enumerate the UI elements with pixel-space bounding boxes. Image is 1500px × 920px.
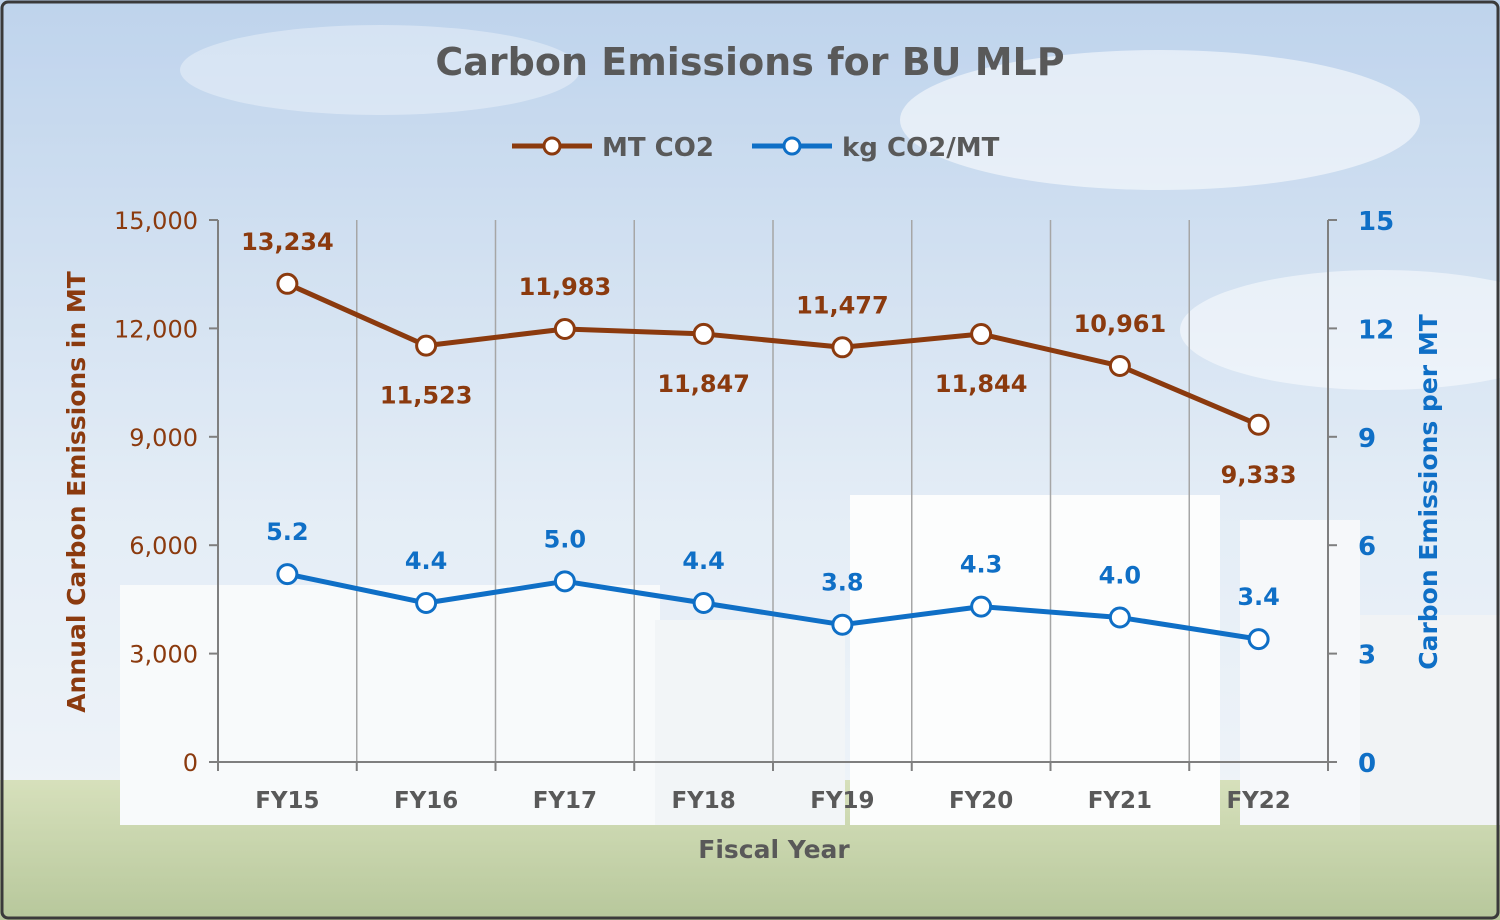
legend-label-kg-co2-per-mt: kg CO2/MT [842,133,1000,163]
legend-item-mt-co2: MT CO2 [512,133,714,163]
data-label: 10,961 [1074,310,1167,338]
y-axis-left-title: Annual Carbon Emissions in MT [62,271,91,713]
data-point [553,318,576,341]
data-point [276,563,299,586]
y-axis-right-title: Carbon Emissions per MT [1414,314,1443,670]
x-tick-label: FY16 [394,788,458,814]
data-label: 11,844 [935,370,1028,398]
y-left-tick-label: 3,000 [129,641,198,669]
x-tick-label: FY22 [1226,788,1290,814]
y-left-tick-label: 0 [183,749,198,777]
x-tick-label: FY20 [949,788,1013,814]
y-right-tick-label: 6 [1358,532,1376,562]
data-point [970,323,993,346]
data-point [970,595,993,618]
plot-area: FY15 FY16 FY17 FY18 FY19 FY20 FY21 FY22 0 3,000 6,… [114,207,1394,814]
x-tick-label: FY21 [1088,788,1152,814]
chart-title: Carbon Emissions for BU MLP [435,40,1064,84]
data-label: 3.8 [821,569,864,597]
data-label: 11,477 [796,291,889,319]
series-line-1 [286,571,1260,642]
y-right-tick-label: 3 [1358,641,1376,671]
data-label: 13,234 [241,228,334,256]
x-axis-title: Fiscal Year [698,835,850,864]
data-point [1108,606,1131,629]
data-point [415,334,438,357]
data-point [1247,413,1270,436]
data-point [1108,354,1131,377]
data-point [553,570,576,593]
y-right-tick-label: 12 [1358,315,1394,345]
data-label: 11,523 [380,382,473,410]
data-point [1247,628,1270,651]
x-tick-label: FY15 [255,788,319,814]
y-right-tick-label: 0 [1358,749,1376,779]
data-label: 4.0 [1099,561,1142,589]
x-tick-label: FY17 [533,788,597,814]
data-point [276,272,299,295]
y-right-tick-label: 15 [1358,207,1394,237]
data-label: 11,983 [519,273,612,301]
x-tick-label: FY18 [671,788,735,814]
data-label: 11,847 [657,370,750,398]
data-label: 5.2 [266,518,309,546]
y-right-tick-label: 9 [1358,424,1376,454]
y-left-tick-label: 15,000 [114,207,198,235]
legend: MT CO2 kg CO2/MT [512,133,1000,163]
x-tick-label: FY19 [810,788,874,814]
data-point [831,336,854,359]
data-point [415,592,438,615]
legend-label-mt-co2: MT CO2 [602,133,714,163]
data-point [692,592,715,615]
legend-item-kg-co2-per-mt: kg CO2/MT [752,133,1000,163]
data-point [692,322,715,345]
data-label: 9,333 [1221,461,1297,489]
data-point [831,613,854,636]
data-label: 4.4 [405,547,448,575]
y-left-tick-label: 12,000 [114,315,198,343]
data-label: 4.4 [682,547,725,575]
data-label: 4.3 [960,551,1003,579]
data-label: 3.4 [1237,583,1280,611]
y-left-tick-label: 9,000 [129,424,198,452]
y-left-tick-label: 6,000 [129,532,198,560]
data-label: 5.0 [544,525,587,553]
series-line-0 [286,281,1260,428]
